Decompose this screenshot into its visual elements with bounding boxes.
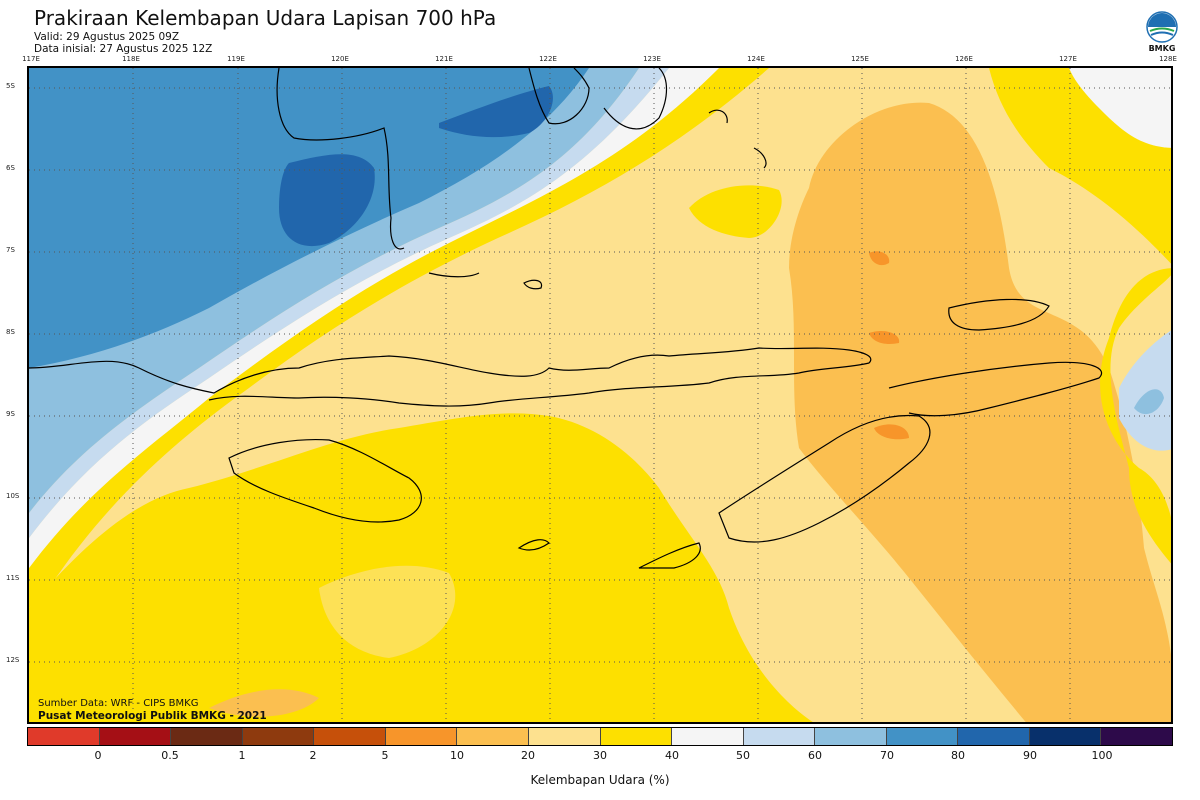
lat-label: 12S [6, 656, 20, 664]
coast-small-island [753, 147, 767, 169]
colorbar-segment [600, 728, 673, 745]
coast-timor [718, 414, 931, 543]
colorbar-tick: 2 [309, 749, 317, 762]
coast-small-island [523, 279, 543, 290]
colorbar-segment [171, 728, 243, 745]
band-30-40-diagonal [29, 68, 769, 608]
lat-label: 10S [6, 492, 20, 500]
colorbar-segment [385, 728, 458, 745]
colorbar-segment [815, 728, 887, 745]
lon-label: 128E [1159, 55, 1177, 63]
colorbar-tick: 5 [381, 749, 389, 762]
colorbar-tick: 40 [665, 749, 679, 762]
lon-label: 120E [331, 55, 349, 63]
band-30-40-sw [29, 628, 146, 722]
band-30-40-northeast [989, 68, 1171, 564]
colorbar-segment [528, 728, 601, 745]
coast-nusa-tenggara [29, 347, 872, 407]
lon-label: 123E [643, 55, 661, 63]
lon-label: 127E [1059, 55, 1077, 63]
lon-label: 121E [435, 55, 453, 63]
coast-sawu [517, 539, 550, 551]
colorbar-tick: 10 [450, 749, 464, 762]
colorbar-segment [1101, 728, 1172, 745]
band-50-60-east [1119, 330, 1171, 451]
valid-time: Valid: 29 Agustus 2025 09Z [34, 31, 180, 43]
lat-label: 8S [6, 328, 15, 336]
colorbar-segment [99, 728, 172, 745]
colorbar-tick: 20 [521, 749, 535, 762]
band-80-90-b [439, 86, 553, 138]
colorbar-tick: 100 [1091, 749, 1113, 762]
lat-label: 6S [6, 164, 15, 172]
colorbar-segment [743, 728, 816, 745]
band-10-20-south [209, 689, 319, 717]
coast-islands-ne [603, 68, 668, 130]
colorbar-segment [314, 728, 386, 745]
colorbar-segment [1029, 728, 1102, 745]
logo-text: BMKG [1148, 44, 1176, 53]
coast-wetar [948, 298, 1050, 331]
band-5-10-c [874, 424, 909, 440]
colorbar-tick: 90 [1023, 749, 1037, 762]
coast-timor-east [888, 361, 1102, 417]
colorbar-tick: 70 [880, 749, 894, 762]
band-20-30-patch [319, 565, 456, 658]
colorbar-tick: 0.5 [161, 749, 179, 762]
colorbar-tick: 0 [94, 749, 102, 762]
lat-label: 7S [6, 246, 15, 254]
coast-small-island [428, 272, 480, 278]
colorbar-tick: 50 [736, 749, 750, 762]
band-80-90-a [279, 154, 375, 247]
colorbar-segment [958, 728, 1030, 745]
publisher: Pusat Meteorologi Publik BMKG - 2021 [38, 710, 267, 722]
colorbar-tick: 60 [808, 749, 822, 762]
data-source: Sumber Data: WRF - CIPS BMKG [38, 698, 199, 709]
lat-label: 9S [6, 410, 15, 418]
colorbar-tick: 80 [951, 749, 965, 762]
init-time: Data inisial: 27 Agustus 2025 12Z [34, 43, 213, 55]
bmkg-logo-icon [1146, 11, 1178, 43]
colorbar [27, 727, 1173, 746]
colorbar-segment [457, 728, 529, 745]
colorbar-segment [242, 728, 315, 745]
colorbar-segment [886, 728, 959, 745]
lat-label: 5S [6, 82, 15, 90]
colorbar-label: Kelembapan Udara (%) [530, 773, 670, 787]
lon-label: 122E [539, 55, 557, 63]
humidity-map-canvas [29, 68, 1171, 722]
lat-label: 11S [6, 574, 20, 582]
lon-label: 118E [122, 55, 140, 63]
coast-small-island [708, 109, 728, 124]
coast-sulawesi [276, 68, 405, 250]
lon-label: 117E [22, 55, 40, 63]
coast-buton [528, 68, 590, 125]
colorbar-segment [672, 728, 744, 745]
map-title: Prakiraan Kelembapan Udara Lapisan 700 h… [34, 6, 497, 30]
coast-rote [638, 542, 701, 569]
coastlines [29, 68, 1102, 569]
colorbar-tick: 1 [238, 749, 246, 762]
band-40-50 [29, 68, 719, 568]
band-5-10-a [869, 251, 890, 266]
band-5-10-b [869, 331, 900, 344]
lon-label: 119E [227, 55, 245, 63]
band-60-70-east [1134, 389, 1164, 415]
lon-label: 126E [955, 55, 973, 63]
colorbar-segment [28, 728, 100, 745]
graticule [29, 68, 1171, 722]
band-50-60 [29, 68, 669, 538]
humidity-map[interactable] [27, 66, 1173, 724]
colorbar-tick: 30 [593, 749, 607, 762]
lon-label: 124E [747, 55, 765, 63]
lon-label: 125E [851, 55, 869, 63]
coast-sumba [228, 439, 422, 523]
